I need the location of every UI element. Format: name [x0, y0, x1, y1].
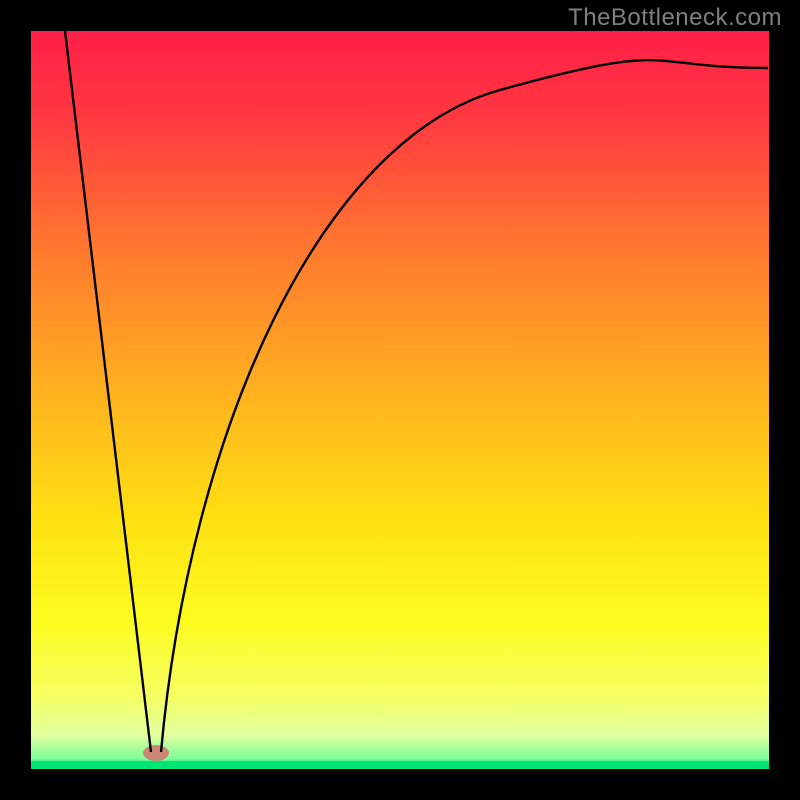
chart-stage: TheBottleneck.com — [0, 0, 800, 800]
minimum-marker — [143, 745, 169, 761]
bottleneck-chart — [0, 0, 800, 800]
gradient-background — [31, 31, 769, 769]
watermark-text: TheBottleneck.com — [568, 4, 782, 32]
baseline-strip — [31, 761, 769, 769]
